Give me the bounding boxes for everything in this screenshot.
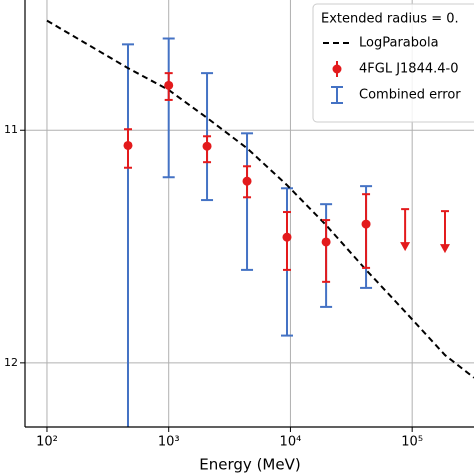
- upper-limit-arrow: [400, 242, 411, 252]
- plot-area: [25, 0, 474, 427]
- y-tick-label: 11: [4, 123, 18, 136]
- legend-swatch: [332, 64, 342, 74]
- x-axis-label: Energy (MeV): [199, 456, 300, 474]
- upper-limit-arrow: [439, 244, 450, 254]
- y-tick-label: 12: [4, 356, 18, 369]
- x-tick-label: 10³: [158, 435, 180, 450]
- data-point: [164, 80, 174, 90]
- legend-title: Extended radius = 0.: [321, 12, 459, 27]
- data-point: [321, 237, 331, 247]
- x-tick-label: 10⁴: [280, 435, 302, 450]
- x-tick-label: 10⁵: [401, 435, 423, 450]
- data-point: [202, 141, 212, 151]
- legend-box: [312, 3, 474, 123]
- legend-label: 4FGL J1844.4-0: [359, 62, 458, 77]
- legend-label: Combined error: [359, 88, 461, 103]
- data-point: [242, 176, 252, 186]
- model-line: [46, 19, 474, 379]
- data-point: [123, 140, 133, 150]
- data-point: [361, 219, 371, 229]
- x-tick-label: 10²: [36, 435, 58, 450]
- data-point: [282, 232, 292, 242]
- legend-label: LogParabola: [359, 36, 439, 51]
